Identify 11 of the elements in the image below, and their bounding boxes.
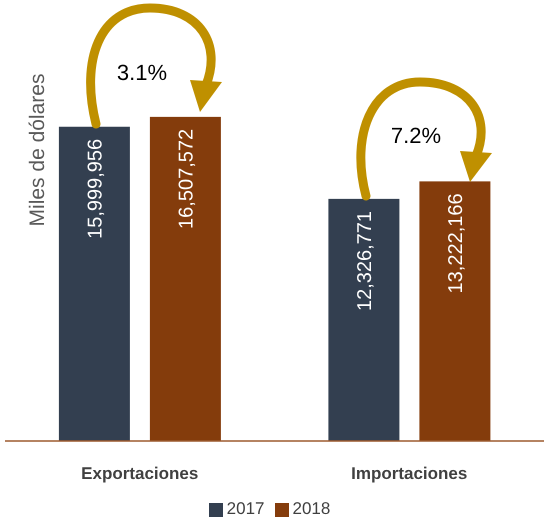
data-label: 13,222,166 xyxy=(444,193,467,294)
x-tick-label: Importaciones xyxy=(351,464,468,484)
x-tick-label: Exportaciones xyxy=(81,464,198,484)
data-label: 16,507,572 xyxy=(175,128,198,229)
y-axis-title: Miles de dólares xyxy=(26,74,50,226)
annotation: 7.2% xyxy=(390,123,442,148)
legend-label: 2017 xyxy=(226,499,264,518)
data-label: 12,326,771 xyxy=(354,210,376,312)
text: 3.1% xyxy=(116,60,168,85)
data-label: 15,999,956 xyxy=(84,138,106,239)
legend-label: 2018 xyxy=(292,499,330,518)
